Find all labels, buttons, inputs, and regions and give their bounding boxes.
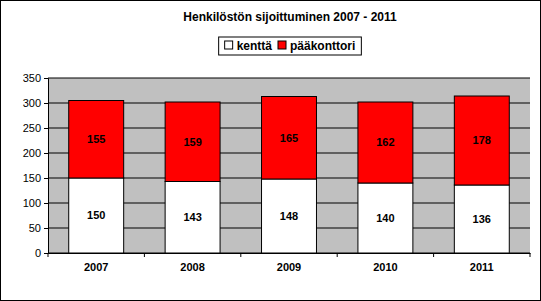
- tick: 300: [23, 97, 48, 109]
- x-axis: 2007 2008 2009 2010 2011: [49, 253, 531, 273]
- plot-background: [48, 78, 530, 253]
- tick: 100: [23, 197, 48, 209]
- tick-mark: [44, 253, 48, 254]
- tick-label: 2011: [470, 261, 494, 273]
- tick-label: 2009: [277, 261, 301, 273]
- bar-segment: [358, 183, 413, 253]
- data-label: 159: [183, 136, 201, 148]
- legend-item: kenttä: [225, 39, 273, 53]
- tick-mark: [44, 153, 48, 154]
- tick-label: 350: [23, 72, 41, 84]
- tick-label: 200: [23, 147, 41, 159]
- x-tick-mark: [144, 253, 145, 257]
- data-label: 162: [376, 136, 394, 148]
- tick: 2008: [180, 253, 204, 273]
- x-tick-mark: [433, 253, 434, 257]
- x-tick-mark: [337, 253, 338, 257]
- x-tick-mark: [240, 253, 241, 257]
- tick-label: 50: [29, 222, 41, 234]
- tick: 2009: [277, 253, 301, 273]
- tick-mark: [44, 128, 48, 129]
- tick-label: 2007: [84, 261, 108, 273]
- tick: 250: [23, 122, 48, 134]
- tick: 200: [23, 147, 48, 159]
- bar-segment: [69, 101, 124, 179]
- tick-mark: [44, 178, 48, 179]
- tick-label: 250: [23, 122, 41, 134]
- tick-label: 300: [23, 97, 41, 109]
- legend-label: kenttä: [237, 39, 273, 53]
- tick-mark: [44, 78, 48, 79]
- chart-frame: [1, 1, 541, 301]
- legend-swatch: [278, 41, 286, 49]
- data-labels: 150 143 148 140 136 155 159 165 162 178: [87, 132, 491, 225]
- data-label: 165: [280, 132, 298, 144]
- tick-label: 100: [23, 197, 41, 209]
- data-label: 148: [280, 210, 298, 222]
- axis-line: [49, 253, 531, 254]
- legend-box: [219, 37, 362, 55]
- data-label: 140: [376, 212, 394, 224]
- x-tick-mark: [530, 253, 531, 257]
- legend-label: pääkonttori: [290, 39, 355, 53]
- tick: 0: [35, 247, 48, 259]
- bar-segment: [262, 97, 317, 180]
- bar-segment: [69, 178, 124, 253]
- bar-segment: [454, 96, 509, 185]
- bars: [69, 96, 510, 253]
- chart: 0 50 100 150 200 250 300 350 2007 2008 2009 2010 201…: [0, 0, 541, 301]
- tick-label: 2010: [373, 261, 397, 273]
- x-separators: [48, 253, 530, 257]
- tick-label: 150: [23, 172, 41, 184]
- tick: 150: [23, 172, 48, 184]
- y-axis: 0 50 100 150 200 250 300 350: [23, 72, 49, 259]
- title: Henkilöstön sijoittuminen 2007 - 2011: [183, 10, 397, 24]
- data-label: 178: [473, 134, 491, 146]
- grid-line: [48, 78, 530, 79]
- x-tick-mark: [48, 253, 49, 257]
- tick-mark: [44, 203, 48, 204]
- data-label: 136: [473, 213, 491, 225]
- bar-segment: [454, 185, 509, 253]
- bar-segment: [165, 182, 220, 254]
- legend-item: pääkonttori: [278, 39, 355, 53]
- legend: kenttä pääkonttori: [219, 37, 362, 55]
- bar-segment: [358, 102, 413, 183]
- tick: 350: [23, 72, 48, 84]
- bar-segment: [262, 179, 317, 253]
- tick-label: 2008: [180, 261, 204, 273]
- tick-mark: [44, 103, 48, 104]
- tick-label: 0: [35, 247, 41, 259]
- tick: 2011: [470, 253, 494, 273]
- tick-mark: [44, 228, 48, 229]
- grid: [48, 78, 530, 253]
- bar-segment: [165, 102, 220, 182]
- data-label: 150: [87, 209, 105, 221]
- data-label: 155: [87, 133, 105, 145]
- data-label: 143: [183, 211, 201, 223]
- legend-swatch: [225, 41, 233, 49]
- tick: 2007: [84, 253, 108, 273]
- tick: 2010: [373, 253, 397, 273]
- axis-line: [44, 79, 49, 254]
- tick: 50: [29, 222, 48, 234]
